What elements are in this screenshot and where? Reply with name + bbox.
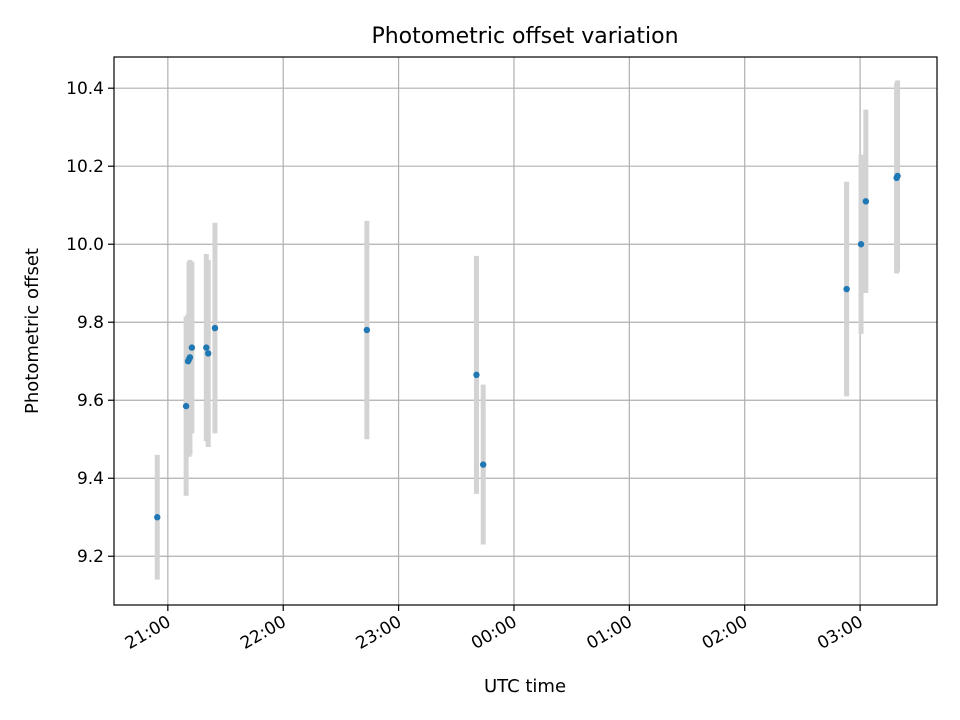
data-points bbox=[154, 172, 901, 521]
y-tick-label: 9.8 bbox=[77, 313, 104, 333]
data-point bbox=[894, 172, 901, 180]
data-point bbox=[862, 198, 870, 205]
data-point bbox=[182, 402, 190, 410]
data-point bbox=[211, 324, 219, 332]
y-tick-label: 9.2 bbox=[77, 547, 104, 567]
data-point bbox=[843, 285, 850, 293]
y-tick-label: 10.4 bbox=[66, 79, 104, 99]
data-point bbox=[186, 354, 194, 361]
plot-frame bbox=[113, 56, 938, 606]
grid-lines bbox=[114, 57, 937, 605]
data-point bbox=[154, 514, 161, 521]
data-point bbox=[203, 344, 210, 351]
y-tick-label: 10.0 bbox=[66, 235, 104, 255]
data-point bbox=[857, 241, 865, 248]
y-tick-label: 9.6 bbox=[77, 391, 104, 411]
y-tick-label: 10.2 bbox=[66, 157, 104, 177]
data-point bbox=[473, 371, 480, 379]
y-axis-label: Photometric offset bbox=[22, 248, 43, 414]
data-point bbox=[363, 326, 371, 334]
x-axis-label: UTC time bbox=[484, 676, 566, 697]
y-tick-label: 9.4 bbox=[77, 469, 104, 489]
chart-title: Photometric offset variation bbox=[371, 24, 678, 49]
y-axis-ticks: 9.2 9.4 9.6 9.8 10.0 10.2 10.4 bbox=[66, 79, 114, 567]
data-point bbox=[205, 350, 212, 357]
data-point bbox=[188, 344, 196, 351]
data-point bbox=[479, 461, 487, 468]
